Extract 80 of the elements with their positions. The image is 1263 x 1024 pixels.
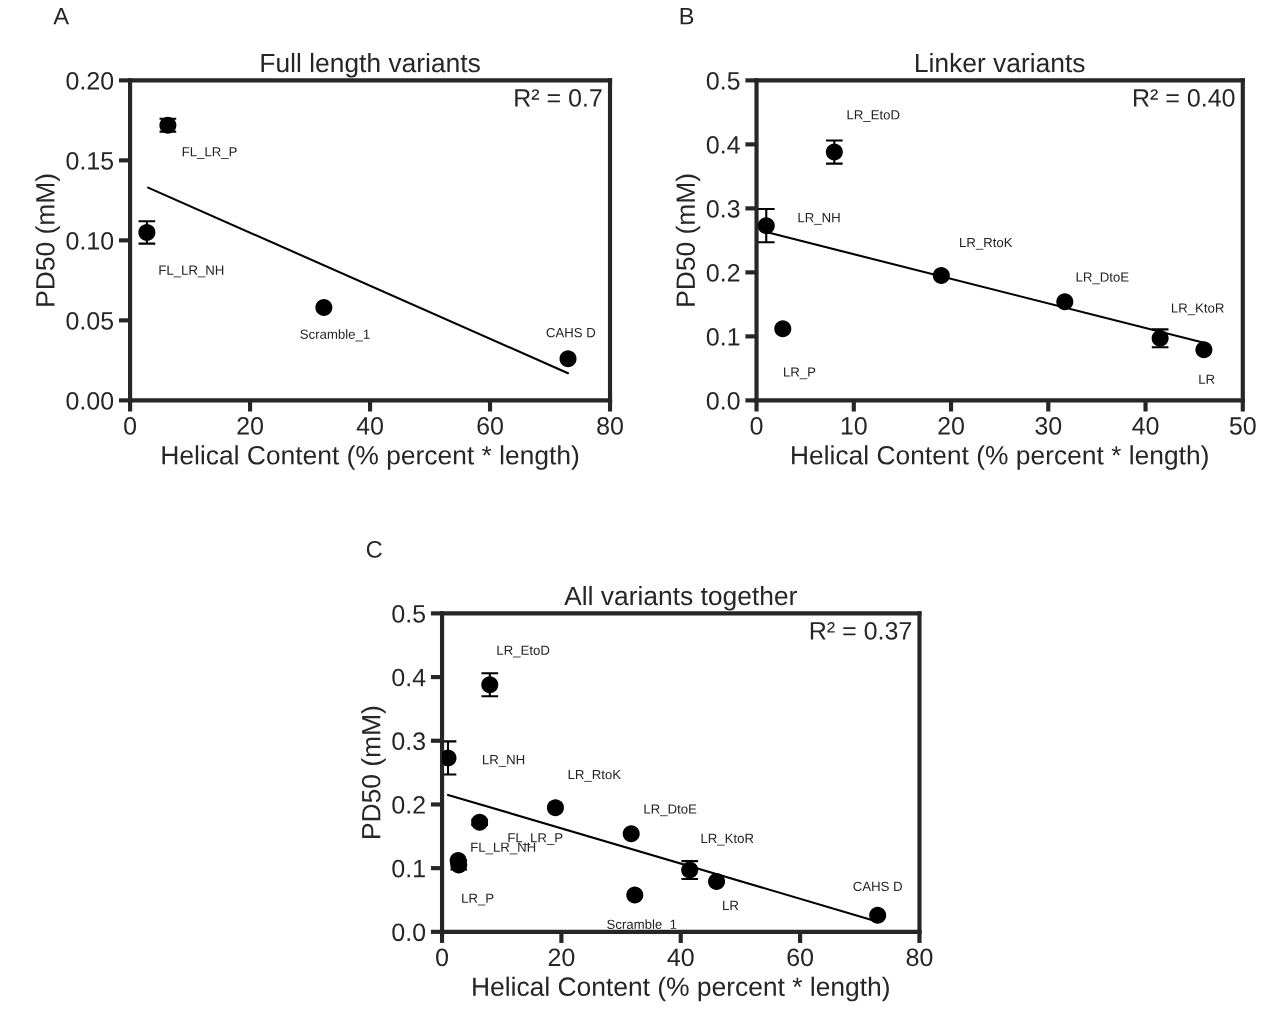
annotation: LR [1199, 374, 1215, 384]
annotation: LR_NH [483, 755, 525, 767]
x-tick-label: 10 [841, 417, 867, 435]
annotation: FL_LR_P [182, 147, 237, 159]
annotation: FL_LR_NH [159, 265, 224, 278]
y-tick-label: 0.0 [392, 923, 426, 942]
x-tick-label: 40 [667, 948, 694, 967]
x-tick-label: 20 [938, 417, 964, 435]
point [315, 299, 333, 317]
point [546, 799, 564, 817]
y-tick-label: 0.4 [706, 135, 740, 154]
annotation: R² = 0.7 [515, 89, 602, 107]
chart-title: Full length variants [261, 52, 480, 78]
y-tick-label: 0.15 [66, 151, 114, 170]
text: C [366, 541, 382, 558]
text: A [53, 8, 69, 25]
annotation: R² = 0.37 [810, 622, 912, 640]
x-tick-label: 60 [477, 417, 503, 435]
x-tick-label: 60 [787, 948, 814, 967]
x-tick-label: 50 [1229, 417, 1256, 435]
annotation: LR_DtoE [644, 804, 697, 817]
x-tick-label: 0 [436, 948, 449, 967]
annotation: CAHS D [853, 881, 902, 892]
y-tick-label: 0.4 [392, 668, 426, 687]
x-tick-label: 40 [356, 417, 383, 435]
y-tick-label: 0.10 [66, 231, 114, 250]
y-tick-label: 0.00 [66, 391, 114, 410]
y-axis-title: PD50 (mM) [361, 706, 386, 838]
annotation: LR_RtoK [960, 237, 1013, 250]
y-tick-label: 0.1 [706, 327, 740, 346]
x-tick-label: 20 [237, 417, 263, 435]
chart-title: All variants together [564, 585, 797, 611]
y-tick-label: 0.3 [706, 199, 740, 218]
annotation: LR_P [462, 893, 494, 906]
point [1056, 293, 1074, 311]
x-tick-label: 0 [124, 417, 137, 435]
annotation: LR_P [784, 367, 816, 380]
point [622, 825, 640, 843]
x-tick-label: 40 [1132, 417, 1159, 435]
point [708, 873, 726, 891]
point [757, 217, 775, 235]
y-tick-label: 0.1 [392, 859, 425, 878]
annotation: LR_EtoD [497, 645, 550, 658]
y-axis-title: PD50 (mM) [35, 174, 60, 306]
y-tick-label: 0.05 [66, 311, 114, 330]
x-axis-title: Helical Content (% percent * length) [473, 976, 889, 1002]
x-tick-label: 0 [750, 417, 763, 435]
point [626, 886, 644, 904]
x-tick-label: 20 [548, 948, 575, 967]
y-tick-label: 0.3 [392, 732, 425, 751]
annotation: LR_KtoR [1171, 303, 1224, 316]
annotation: LR [723, 900, 739, 910]
point [869, 906, 887, 924]
annotation: LR_NH [798, 213, 840, 225]
y-tick-label: 0.5 [706, 71, 740, 90]
annotation: CAHS D [546, 327, 596, 338]
annotation: Scramble_1 [300, 329, 370, 342]
point [774, 320, 792, 338]
y-tick-label: 0.2 [392, 796, 425, 814]
point [932, 267, 950, 285]
x-axis-title: Helical Content (% percent * length) [792, 445, 1208, 470]
annotation: LR_EtoD [847, 110, 900, 122]
x-axis-title: Helical Content (% percent * length) [162, 445, 579, 470]
y-tick-label: 0.20 [66, 71, 114, 90]
annotation: LR_KtoR [701, 833, 754, 846]
x-tick-label: 80 [597, 417, 623, 435]
point [559, 350, 577, 368]
annotation: LR_DtoE [1076, 272, 1129, 285]
x-tick-label: 30 [1035, 417, 1062, 435]
annotation: R² = 0.40 [1134, 89, 1235, 107]
annotation: Scramble_1 [607, 919, 677, 932]
y-tick-label: 0.2 [706, 263, 740, 282]
chart-title: Linker variants [916, 52, 1085, 73]
y-axis-title: PD50 (mM) [675, 174, 701, 306]
text: B [680, 8, 694, 25]
y-tick-label: 0.5 [392, 604, 426, 623]
y-tick-label: 0.0 [706, 391, 740, 410]
point [1195, 341, 1213, 359]
x-tick-label: 80 [906, 948, 933, 967]
annotation: LR_RtoK [568, 770, 621, 782]
